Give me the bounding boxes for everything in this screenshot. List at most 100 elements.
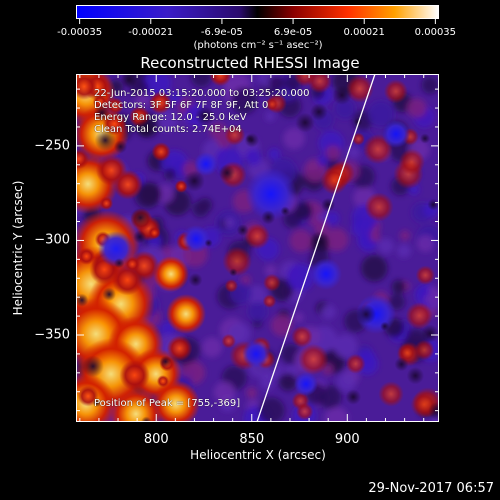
image-texture-blob	[396, 243, 411, 258]
image-texture-blob	[260, 375, 274, 390]
image-intensity-blob	[229, 268, 238, 277]
image-texture-blob	[265, 111, 276, 122]
colorbar-tick-label: 0.00021	[343, 27, 385, 38]
image-texture-blob	[283, 127, 305, 150]
image-texture-blob	[192, 200, 209, 218]
image-texture-blob	[361, 255, 388, 282]
image-intensity-blob	[93, 104, 111, 122]
image-texture-blob	[370, 231, 381, 243]
image-texture-blob	[391, 279, 406, 294]
image-intensity-blob	[224, 124, 246, 146]
image-texture-blob	[163, 168, 176, 181]
image-intensity-blob	[262, 294, 277, 308]
image-intensity-blob	[182, 225, 210, 253]
image-texture-blob	[325, 145, 341, 161]
image-texture-blob	[246, 285, 268, 306]
image-texture-blob	[287, 263, 315, 291]
y-tick-label: −350	[34, 327, 70, 343]
image-intensity-blob	[194, 106, 215, 126]
image-intensity-blob	[378, 381, 404, 407]
y-tick-label: −250	[34, 138, 70, 154]
image-intensity-blob	[332, 85, 352, 105]
colorbar	[76, 5, 439, 19]
annotation-detectors: Detectors: 3F 5F 6F 7F 8F 9F, Att 0	[94, 100, 269, 111]
image-intensity-blob	[298, 343, 329, 375]
image-intensity-blob	[98, 231, 134, 267]
colorbar-tick-label: -0.00035	[57, 27, 103, 38]
image-texture-blob	[326, 211, 340, 225]
image-texture-blob	[407, 98, 427, 118]
image-intensity-blob	[120, 74, 138, 89]
image-intensity-blob	[398, 148, 425, 176]
image-texture-blob	[156, 109, 179, 132]
image-intensity-blob	[151, 142, 171, 162]
image-intensity-blob	[427, 198, 439, 211]
image-intensity-blob	[244, 223, 271, 250]
image-intensity-blob	[280, 206, 290, 216]
image-texture-blob	[169, 91, 183, 104]
image-intensity-blob	[261, 210, 276, 225]
y-tick-label: −300	[34, 232, 70, 248]
image-intensity-blob	[244, 132, 260, 148]
image-intensity-blob	[310, 258, 342, 290]
image-texture-blob	[231, 87, 258, 115]
image-texture-blob	[264, 264, 277, 277]
image-texture-blob	[202, 337, 222, 358]
image-texture-blob	[324, 406, 349, 422]
image-intensity-blob	[99, 196, 114, 211]
axis-ticks	[76, 74, 439, 422]
image-intensity-blob	[114, 258, 125, 269]
image-texture-blob	[294, 201, 313, 220]
image-texture-blob	[399, 230, 411, 241]
image-intensity-blob	[263, 273, 281, 292]
image-intensity-blob	[188, 273, 203, 287]
image-intensity-blob	[364, 192, 394, 222]
plot-title: Reconstructed RHESSI Image	[140, 54, 360, 72]
colorbar-tick-label: -6.9e-05	[200, 27, 243, 38]
image-intensity-blob	[421, 324, 439, 343]
image-intensity-blob	[310, 103, 328, 121]
image-intensity-blob	[152, 380, 200, 422]
image-intensity-blob	[153, 256, 189, 292]
image-intensity-blob	[183, 170, 205, 192]
image-texture-blob	[421, 76, 439, 94]
image-texture-blob	[377, 238, 394, 255]
colorbar-units: (photons cm⁻² s⁻¹ asec⁻²)	[193, 40, 323, 51]
image-intensity-blob	[76, 74, 98, 100]
image-intensity-blob	[405, 302, 433, 330]
image-texture-blob	[333, 334, 358, 359]
image-texture-blob	[293, 312, 304, 323]
image-texture-blob	[245, 149, 262, 166]
image-intensity-blob	[345, 389, 362, 405]
y-axis-label: Heliocentric Y (arcsec)	[11, 180, 25, 316]
image-intensity-blob	[112, 169, 143, 200]
image-intensity-blob	[92, 398, 102, 408]
image-intensity-blob	[159, 355, 172, 368]
image-intensity-blob	[291, 325, 313, 348]
image-intensity-blob	[102, 287, 116, 302]
image-texture-blob	[417, 286, 429, 298]
image-intensity-blob	[352, 132, 365, 146]
annotation-energy: Energy Range: 12.0 - 25.0 keV	[94, 112, 247, 123]
image-intensity-blob	[218, 164, 236, 182]
image-intensity-blob	[419, 133, 431, 144]
image-intensity-blob	[295, 112, 315, 133]
x-axis-label: Heliocentric X (arcsec)	[190, 448, 326, 462]
annotation-clean: Clean Total counts: 2.74E+04	[94, 124, 242, 135]
image-texture-blob	[351, 217, 373, 238]
image-intensity-blob	[166, 335, 193, 362]
image-intensity-blob	[110, 388, 162, 422]
colorbar-ticks	[79, 19, 436, 24]
image-intensity-blob	[236, 224, 249, 237]
image-intensity-blob	[222, 246, 252, 277]
image-texture-blob	[417, 234, 434, 252]
image-intensity-blob	[194, 152, 218, 176]
colorbar-tick-label: 0.00035	[414, 27, 457, 38]
image-texture-blob	[240, 274, 251, 286]
image-intensity-blob	[204, 239, 213, 247]
solar-limb-line	[256, 74, 376, 422]
annotation-peak: Position of Peak = [755,-369]	[94, 398, 241, 409]
image-intensity-blob	[428, 401, 439, 420]
image-texture-blob	[289, 229, 313, 253]
image-texture-blob	[325, 228, 349, 252]
